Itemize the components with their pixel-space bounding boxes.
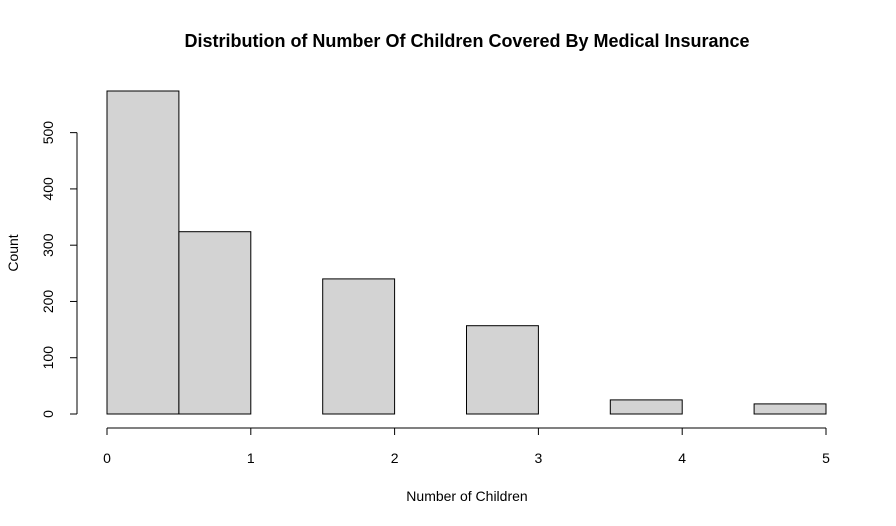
y-tick-label-2: 200 <box>40 290 56 314</box>
x-axis: 0 1 2 3 4 5 <box>103 427 830 466</box>
y-tick-label-5: 500 <box>40 121 56 145</box>
histogram-bar-3 <box>322 278 396 415</box>
y-axis-label: Count <box>5 234 21 271</box>
x-tick-label-2: 2 <box>391 450 399 466</box>
histogram-bar-0 <box>106 90 180 415</box>
x-tick-label-4: 4 <box>678 450 686 466</box>
histogram-bar-1 <box>178 231 252 415</box>
y-tick-label-1: 100 <box>40 346 56 370</box>
y-tick-label-0: 0 <box>40 410 56 418</box>
y-axis: 0 100 200 300 400 500 <box>40 121 78 418</box>
y-tick-label-4: 400 <box>40 177 56 201</box>
x-tick-label-1: 1 <box>247 450 255 466</box>
x-axis-label: Number of Children <box>406 488 527 504</box>
histogram-bar-5 <box>466 325 539 415</box>
y-tick-label-3: 300 <box>40 233 56 257</box>
chart-title: Distribution of Number Of Children Cover… <box>184 31 749 51</box>
bars-group <box>106 90 827 415</box>
x-tick-label-5: 5 <box>822 450 830 466</box>
histogram-bar-7 <box>609 399 683 415</box>
x-tick-label-0: 0 <box>103 450 111 466</box>
histogram-bar-9 <box>753 403 827 415</box>
x-tick-label-3: 3 <box>535 450 543 466</box>
